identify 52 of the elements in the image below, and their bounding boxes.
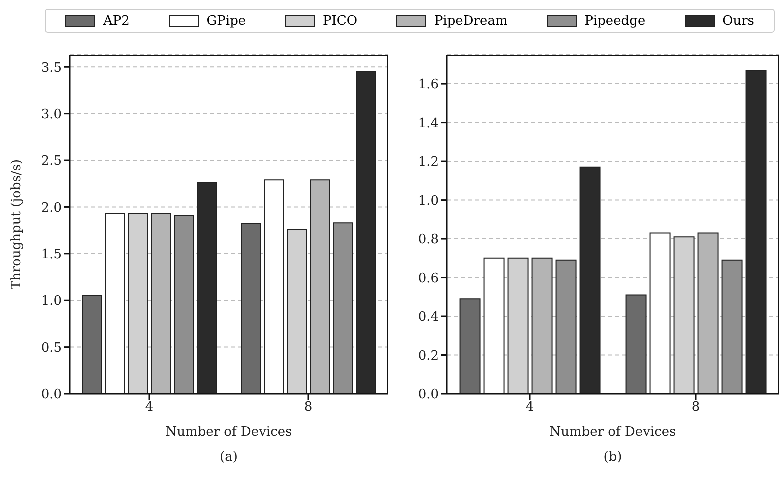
bar	[174, 215, 194, 394]
bar	[722, 260, 743, 394]
y-tick-label: 0.0	[41, 388, 62, 403]
x-axis-title: Number of Devices	[166, 425, 292, 440]
bar	[264, 180, 284, 394]
bar	[650, 232, 671, 394]
legend-label: PICO	[323, 14, 358, 28]
y-tick-label: 1.0	[41, 294, 62, 310]
legend-label: PipeDream	[434, 14, 508, 28]
x-tick-label: 4	[145, 400, 154, 416]
x-tick-label: 8	[304, 400, 313, 416]
legend-label: Pipeedge	[584, 14, 646, 28]
y-axis-title: Throughput (jobs/s)	[10, 159, 25, 290]
bar	[460, 298, 481, 394]
x-tick-label: 4	[526, 400, 534, 416]
y-tick-label: 1.4	[418, 116, 439, 132]
bar	[356, 71, 376, 394]
y-tick-label: 0.8	[418, 232, 439, 248]
bar	[241, 224, 262, 394]
bar	[674, 236, 695, 394]
y-tick-label: 0.2	[418, 348, 439, 364]
bar	[82, 295, 102, 394]
y-tick-label: 3.5	[41, 60, 62, 76]
text: (a)	[219, 450, 239, 465]
x-axis-title: Number of Devices	[550, 425, 676, 440]
bar	[197, 182, 218, 394]
y-tick-label: 1.0	[418, 194, 439, 209]
y-tick-label: 0.5	[41, 340, 62, 356]
legend-label: Ours	[722, 14, 754, 28]
bar	[746, 70, 767, 394]
text: (b)	[602, 450, 624, 465]
y-tick-label: 1.5	[41, 248, 62, 263]
bar	[580, 166, 601, 394]
x-tick-label: 8	[692, 400, 700, 416]
bar	[333, 222, 354, 394]
y-tick-label: 0.0	[418, 388, 439, 403]
legend-label: AP2	[103, 14, 130, 28]
y-tick-label: 1.2	[418, 155, 439, 170]
y-tick-label: 0.6	[418, 271, 439, 286]
bar	[105, 213, 126, 394]
bar	[287, 229, 308, 394]
bar	[556, 260, 577, 394]
bar	[484, 258, 505, 394]
bar	[626, 294, 647, 394]
y-tick-label: 3.0	[41, 107, 62, 122]
y-tick-label: 2.5	[41, 154, 62, 170]
bar	[128, 213, 148, 394]
y-tick-label: 0.4	[418, 310, 439, 326]
bar	[508, 258, 529, 394]
legend-label: GPipe	[206, 14, 246, 28]
y-tick-label: 2.0	[41, 200, 62, 216]
y-tick-label: 1.6	[418, 78, 439, 93]
